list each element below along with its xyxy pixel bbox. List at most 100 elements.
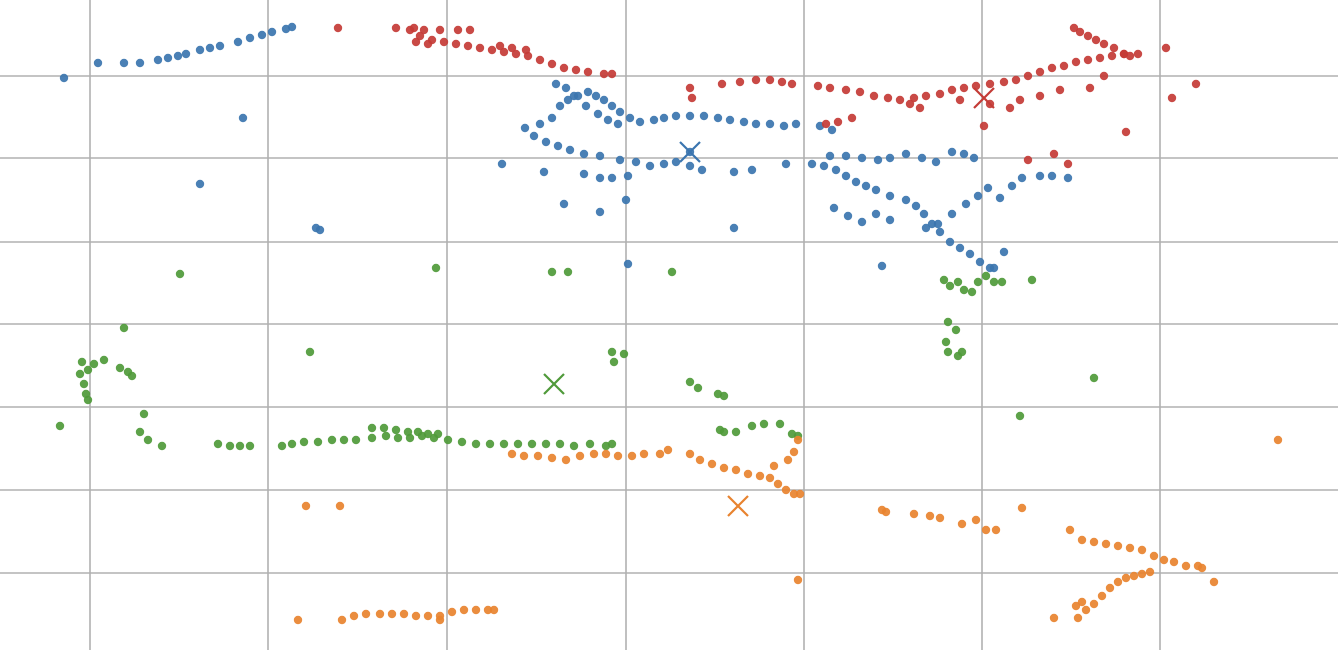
- scatter-point: [1035, 67, 1045, 77]
- scatter-point: [551, 79, 561, 89]
- scatter-point: [973, 191, 983, 201]
- scatter-point: [535, 119, 545, 129]
- scatter-point: [773, 479, 783, 489]
- scatter-point: [257, 30, 267, 40]
- scatter-point: [1011, 75, 1021, 85]
- scatter-point: [287, 22, 297, 32]
- scatter-point: [1089, 599, 1099, 609]
- scatter-point: [871, 185, 881, 195]
- scatter-point: [901, 195, 911, 205]
- scatter-point: [305, 347, 315, 357]
- scatter-point: [1125, 543, 1135, 553]
- scatter-point: [507, 43, 517, 53]
- scatter-point: [999, 247, 1009, 257]
- scatter-point: [991, 525, 1001, 535]
- scatter-point: [967, 287, 977, 297]
- centroid-x-marker: [543, 373, 565, 395]
- scatter-point: [1049, 149, 1059, 159]
- scatter-point: [565, 145, 575, 155]
- scatter-point: [685, 83, 695, 93]
- scatter-point: [921, 223, 931, 233]
- scatter-point: [695, 455, 705, 465]
- scatter-point: [945, 237, 955, 247]
- scatter-point: [583, 87, 593, 97]
- scatter-point: [1017, 503, 1027, 513]
- scatter-point: [1121, 573, 1131, 583]
- scatter-point: [719, 391, 729, 401]
- scatter-point: [153, 55, 163, 65]
- scatter-point: [463, 41, 473, 51]
- scatter-point: [519, 451, 529, 461]
- scatter-point: [1161, 43, 1171, 53]
- scatter-point: [671, 157, 681, 167]
- scatter-point: [699, 111, 709, 121]
- scatter-point: [841, 151, 851, 161]
- scatter-point: [443, 435, 453, 445]
- scatter-point: [1091, 35, 1101, 45]
- scatter-point: [1015, 95, 1025, 105]
- scatter-point: [55, 421, 65, 431]
- scatter-point: [1113, 541, 1123, 551]
- scatter-point: [901, 149, 911, 159]
- scatter-point: [957, 347, 967, 357]
- scatter-point: [731, 427, 741, 437]
- scatter-point: [959, 285, 969, 295]
- scatter-point: [89, 359, 99, 369]
- scatter-point: [135, 58, 145, 68]
- scatter-point: [497, 159, 507, 169]
- scatter-point: [1145, 567, 1155, 577]
- scatter-point: [1047, 63, 1057, 73]
- scatter-point: [973, 277, 983, 287]
- scatter-point: [1063, 173, 1073, 183]
- scatter-point: [1191, 79, 1201, 89]
- scatter-point: [959, 149, 969, 159]
- scatter-point: [1105, 583, 1115, 593]
- data-points: [55, 22, 1283, 625]
- scatter-point: [599, 95, 609, 105]
- scatter-point: [627, 451, 637, 461]
- scatter-point: [457, 437, 467, 447]
- scatter-point: [495, 41, 505, 51]
- scatter-point: [603, 115, 613, 125]
- scatter-point: [313, 437, 323, 447]
- scatter-point: [729, 167, 739, 177]
- scatter-point: [547, 59, 557, 69]
- scatter-point: [1063, 159, 1073, 169]
- scatter-point: [1015, 411, 1025, 421]
- scatter-point: [855, 87, 865, 97]
- scatter-point: [881, 507, 891, 517]
- scatter-point: [759, 419, 769, 429]
- scatter-point: [631, 157, 641, 167]
- scatter-point: [979, 121, 989, 131]
- centroid-x-marker: [727, 495, 749, 517]
- scatter-point: [423, 429, 433, 439]
- scatter-point: [933, 219, 943, 229]
- scatter-point: [857, 153, 867, 163]
- scatter-point: [59, 73, 69, 83]
- scatter-point: [391, 23, 401, 33]
- scatter-point: [765, 75, 775, 85]
- scatter-point: [379, 423, 389, 433]
- scatter-point: [1121, 127, 1131, 137]
- scatter-point: [235, 441, 245, 451]
- scatter-point: [1197, 563, 1207, 573]
- scatter-point: [415, 31, 425, 41]
- scatter-point: [287, 439, 297, 449]
- scatter-point: [99, 355, 109, 365]
- scatter-point: [795, 489, 805, 499]
- scatter-point: [731, 465, 741, 475]
- scatter-point: [971, 515, 981, 525]
- scatter-point: [645, 161, 655, 171]
- scatter-point: [83, 395, 93, 405]
- scatter-point: [195, 179, 205, 189]
- scatter-point: [981, 525, 991, 535]
- scatter-point: [959, 83, 969, 93]
- scatter-point: [945, 281, 955, 291]
- scatter-point: [175, 269, 185, 279]
- scatter-point: [213, 439, 223, 449]
- scatter-point: [409, 23, 419, 33]
- scatter-point: [791, 119, 801, 129]
- scatter-point: [127, 371, 137, 381]
- scatter-point: [75, 369, 85, 379]
- scatter-point: [921, 91, 931, 101]
